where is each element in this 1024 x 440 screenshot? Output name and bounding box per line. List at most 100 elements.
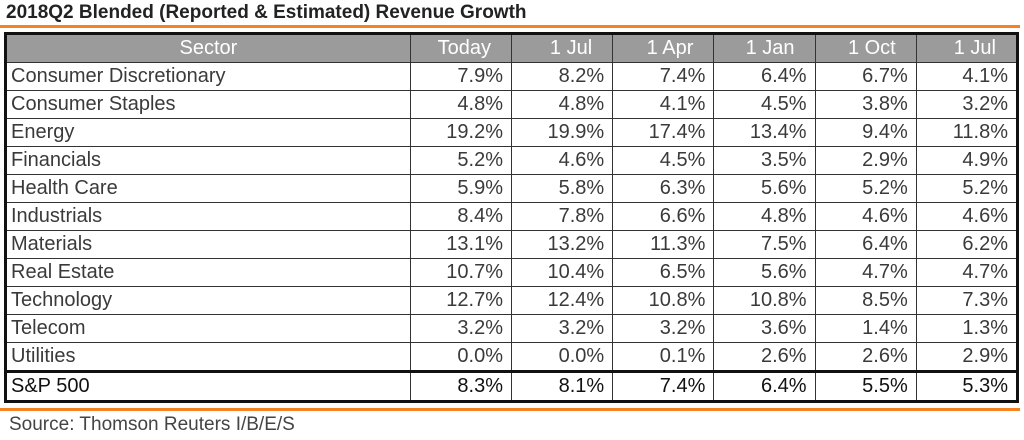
growth-value-cell: 19.9% xyxy=(510,118,614,147)
growth-value-cell: 6.7% xyxy=(814,62,917,91)
growth-value-cell: 8.5% xyxy=(814,286,917,315)
growth-value-cell: 6.2% xyxy=(915,230,1019,259)
growth-value-cell: 11.3% xyxy=(612,230,715,259)
column-header-1-apr: 1 Apr xyxy=(612,33,715,63)
growth-value-cell: 4.5% xyxy=(612,146,715,175)
growth-value-cell: 0.0% xyxy=(409,342,512,372)
growth-value-cell: 3.2% xyxy=(612,314,715,343)
growth-value-cell: 6.6% xyxy=(612,202,715,231)
growth-value-cell: 4.7% xyxy=(915,258,1019,287)
growth-value-cell: 4.9% xyxy=(915,146,1019,175)
growth-value-cell: 2.6% xyxy=(814,342,917,372)
growth-value-cell: 3.2% xyxy=(510,314,614,343)
column-header-1-oct: 1 Oct xyxy=(814,33,917,63)
sector-cell: Consumer Staples xyxy=(5,90,411,119)
growth-value-cell: 7.4% xyxy=(612,62,715,91)
growth-value-cell: 4.8% xyxy=(409,90,512,119)
sector-cell: Materials xyxy=(5,230,411,259)
growth-value-cell: 5.3% xyxy=(915,370,1019,402)
growth-value-cell: 4.7% xyxy=(814,258,917,287)
table-row: Consumer Discretionary 7.9% 8.2% 7.4% 6.4% 6.… xyxy=(5,62,1019,91)
table-row: Industrials 8.4% 7.8% 6.6% 4.8% 4.6% 4.6% xyxy=(5,202,1019,231)
growth-value-cell: 4.6% xyxy=(915,202,1019,231)
growth-value-cell: 3.5% xyxy=(713,146,816,175)
sector-cell: S&P 500 xyxy=(5,370,411,402)
growth-value-cell: 5.2% xyxy=(915,174,1019,203)
growth-value-cell: 12.7% xyxy=(409,286,512,315)
growth-value-cell: 7.4% xyxy=(612,370,715,402)
growth-value-cell: 0.0% xyxy=(510,342,614,372)
sector-cell: Financials xyxy=(5,146,411,175)
growth-value-cell: 7.8% xyxy=(510,202,614,231)
top-orange-rule xyxy=(0,25,1020,28)
growth-value-cell: 8.1% xyxy=(510,370,614,402)
table-row: Health Care 5.9% 5.8% 6.3% 5.6% 5.2% 5.2% xyxy=(5,174,1019,203)
revenue-growth-table: Sector Today 1 Jul 1 Apr 1 Jan 1 Oct 1 J… xyxy=(4,32,1019,403)
growth-value-cell: 5.2% xyxy=(409,146,512,175)
growth-value-cell: 4.8% xyxy=(713,202,816,231)
growth-value-cell: 17.4% xyxy=(612,118,715,147)
column-header-sector: Sector xyxy=(5,33,411,63)
table-row: Energy 19.2% 19.9% 17.4% 13.4% 9.4% 11.8% xyxy=(5,118,1019,147)
growth-value-cell: 4.5% xyxy=(713,90,816,119)
growth-value-cell: 2.9% xyxy=(814,146,917,175)
bottom-orange-rule xyxy=(0,408,1020,411)
table-row: Materials 13.1% 13.2% 11.3% 7.5% 6.4% 6.2% xyxy=(5,230,1019,259)
sector-cell: Technology xyxy=(5,286,411,315)
growth-value-cell: 2.9% xyxy=(915,342,1019,372)
growth-value-cell: 11.8% xyxy=(915,118,1019,147)
growth-value-cell: 4.1% xyxy=(612,90,715,119)
growth-value-cell: 6.4% xyxy=(713,370,816,402)
growth-value-cell: 5.5% xyxy=(814,370,917,402)
growth-value-cell: 10.7% xyxy=(409,258,512,287)
growth-value-cell: 7.9% xyxy=(409,62,512,91)
header-row: Sector Today 1 Jul 1 Apr 1 Jan 1 Oct 1 J… xyxy=(5,33,1019,63)
sector-cell: Telecom xyxy=(5,314,411,343)
growth-value-cell: 13.2% xyxy=(510,230,614,259)
growth-value-cell: 8.3% xyxy=(409,370,512,402)
growth-value-cell: 3.8% xyxy=(814,90,917,119)
growth-value-cell: 7.5% xyxy=(713,230,816,259)
growth-value-cell: 19.2% xyxy=(409,118,512,147)
growth-value-cell: 0.1% xyxy=(612,342,715,372)
growth-value-cell: 5.8% xyxy=(510,174,614,203)
growth-value-cell: 5.6% xyxy=(713,174,816,203)
sector-cell: Utilities xyxy=(5,342,411,372)
table-title: 2018Q2 Blended (Reported & Estimated) Re… xyxy=(6,2,527,23)
growth-value-cell: 6.4% xyxy=(713,62,816,91)
growth-value-cell: 5.9% xyxy=(409,174,512,203)
sector-cell: Health Care xyxy=(5,174,411,203)
column-header-1-jan: 1 Jan xyxy=(713,33,816,63)
growth-value-cell: 12.4% xyxy=(510,286,614,315)
growth-value-cell: 4.6% xyxy=(510,146,614,175)
growth-value-cell: 1.4% xyxy=(814,314,917,343)
growth-value-cell: 10.4% xyxy=(510,258,614,287)
growth-value-cell: 10.8% xyxy=(612,286,715,315)
growth-value-cell: 4.1% xyxy=(915,62,1019,91)
table-row: Technology 12.7% 12.4% 10.8% 10.8% 8.5% 7.3% xyxy=(5,286,1019,315)
sector-cell: Consumer Discretionary xyxy=(5,62,411,91)
growth-value-cell: 5.6% xyxy=(713,258,816,287)
table-body: Consumer Discretionary 7.9% 8.2% 7.4% 6.4% 6.… xyxy=(5,62,1019,402)
growth-value-cell: 10.8% xyxy=(713,286,816,315)
table-row: Consumer Staples 4.8% 4.8% 4.1% 4.5% 3.8% 3.2% xyxy=(5,90,1019,119)
growth-value-cell: 8.4% xyxy=(409,202,512,231)
growth-value-cell: 3.2% xyxy=(915,90,1019,119)
growth-value-cell: 4.6% xyxy=(814,202,917,231)
growth-value-cell: 9.4% xyxy=(814,118,917,147)
growth-value-cell: 3.6% xyxy=(713,314,816,343)
growth-value-cell: 7.3% xyxy=(915,286,1019,315)
table-row: Utilities 0.0% 0.0% 0.1% 2.6% 2.6% 2.9% xyxy=(5,342,1019,372)
growth-value-cell: 1.3% xyxy=(915,314,1019,343)
growth-value-cell: 2.6% xyxy=(713,342,816,372)
table-row: Real Estate 10.7% 10.4% 6.5% 5.6% 4.7% 4.7% xyxy=(5,258,1019,287)
growth-value-cell: 6.3% xyxy=(612,174,715,203)
growth-value-cell: 6.4% xyxy=(814,230,917,259)
total-row: S&P 500 8.3% 8.1% 7.4% 6.4% 5.5% 5.3% xyxy=(5,370,1019,402)
column-header-1-jul: 1 Jul xyxy=(510,33,614,63)
sector-cell: Energy xyxy=(5,118,411,147)
sector-cell: Real Estate xyxy=(5,258,411,287)
growth-value-cell: 8.2% xyxy=(510,62,614,91)
sector-cell: Industrials xyxy=(5,202,411,231)
growth-value-cell: 6.5% xyxy=(612,258,715,287)
